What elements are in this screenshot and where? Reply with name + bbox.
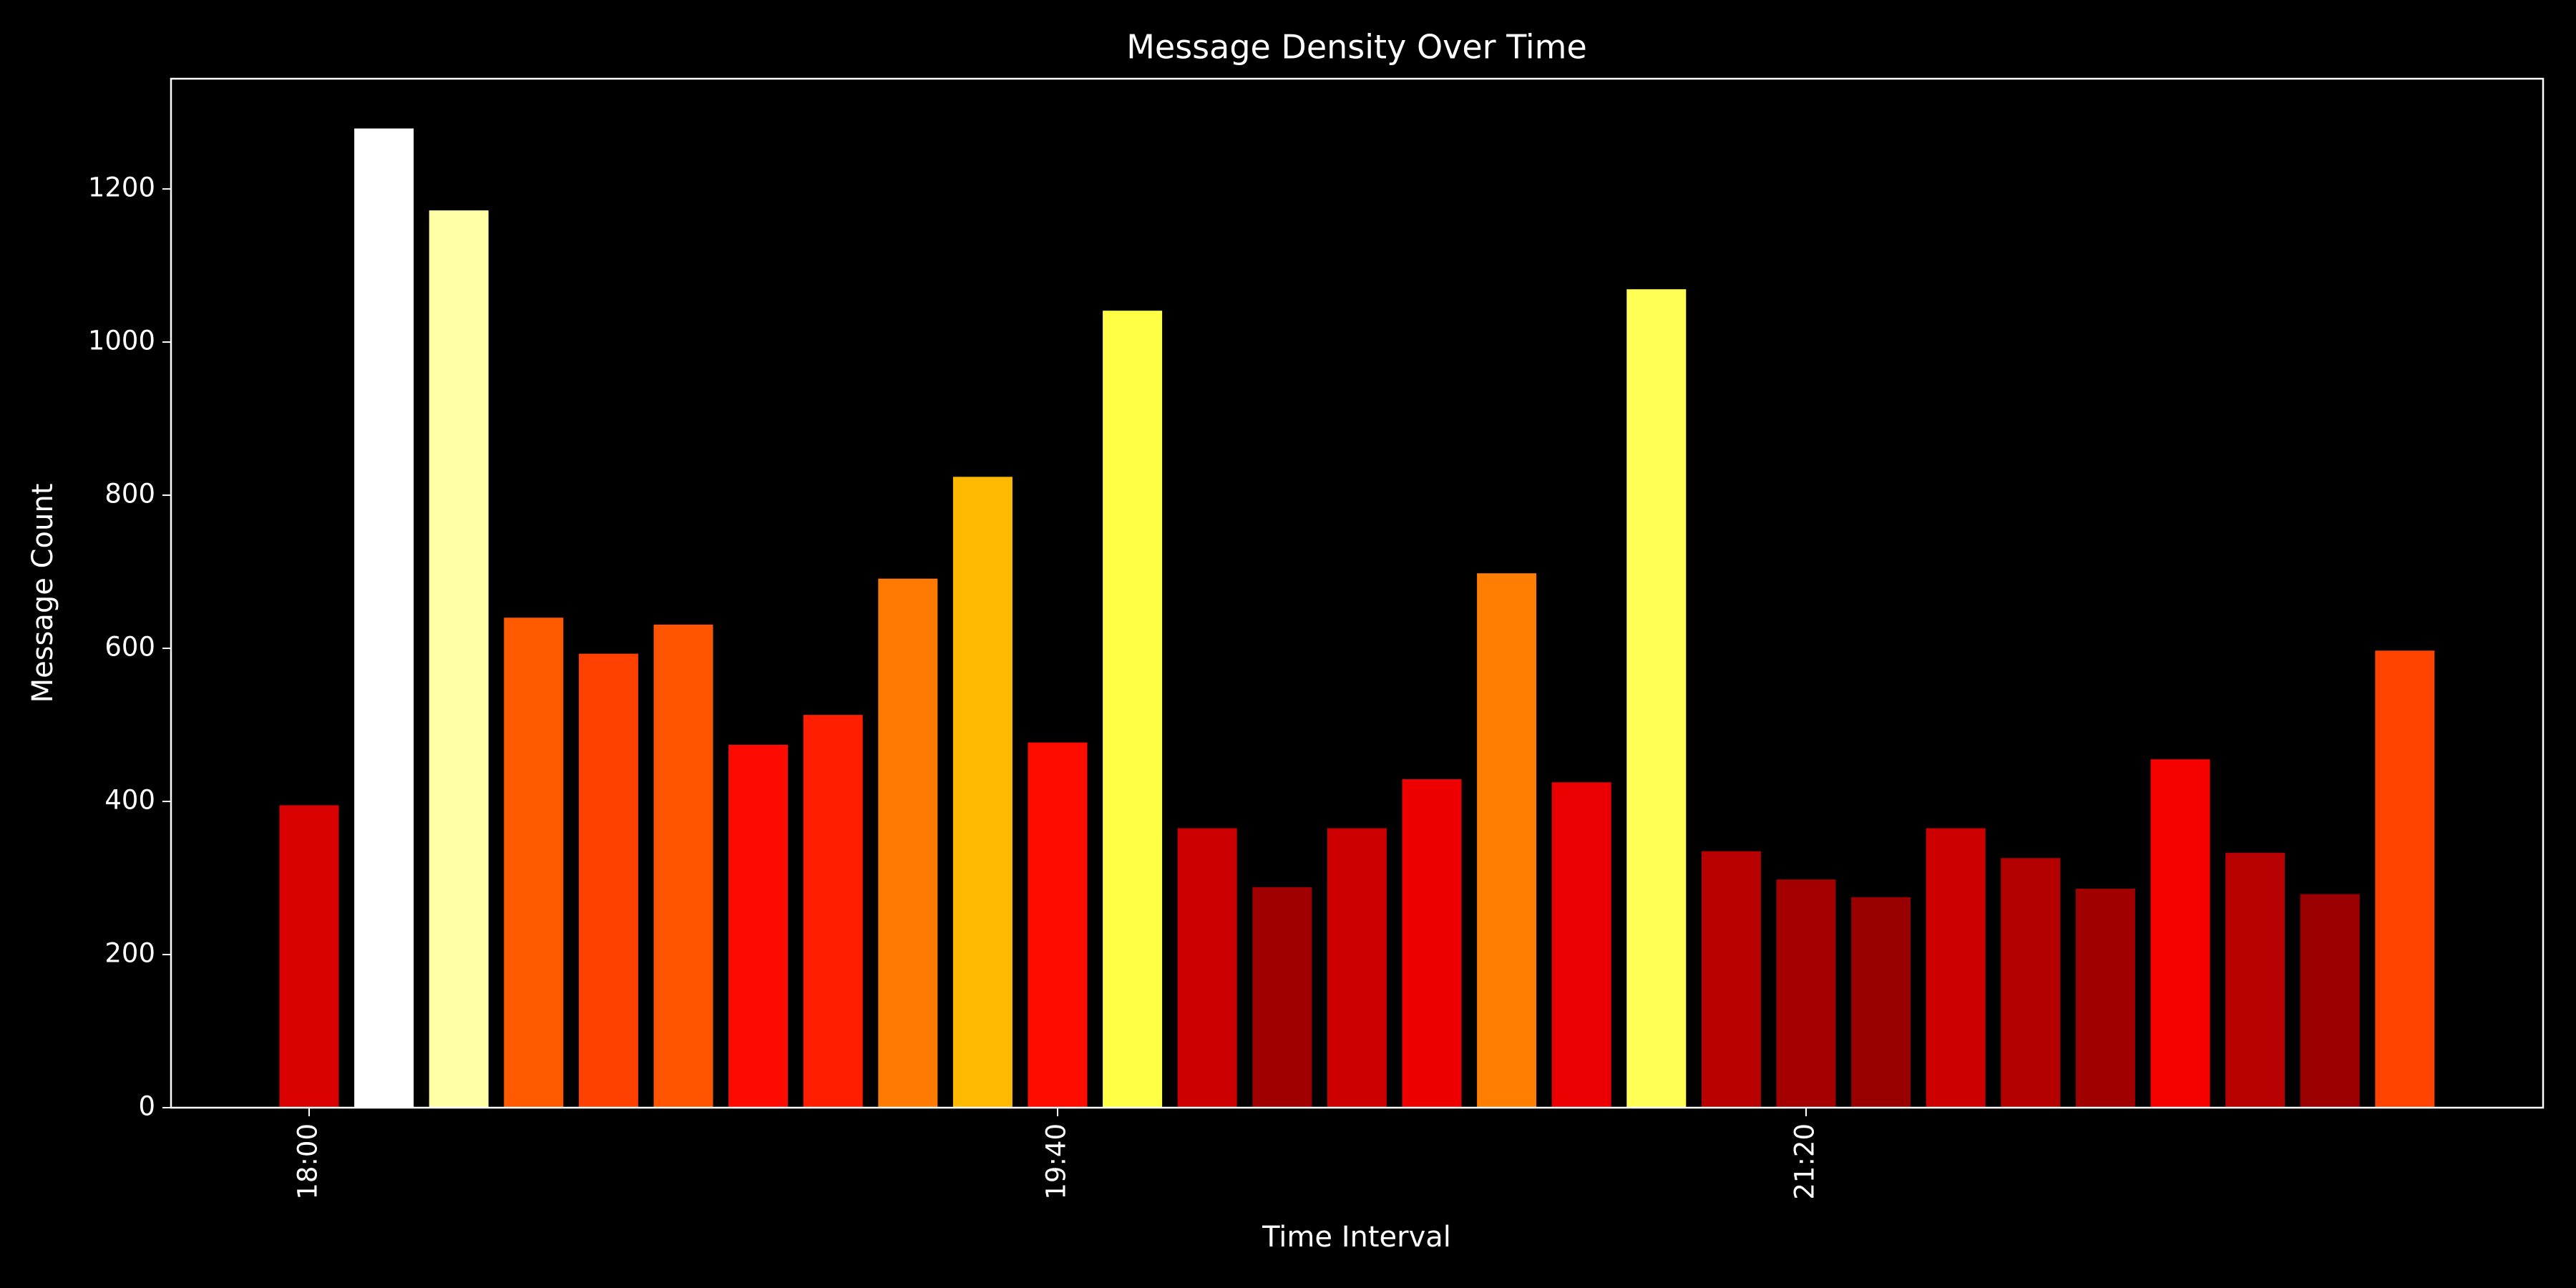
y-tick-label: 400: [104, 785, 155, 816]
bar: [2300, 894, 2360, 1108]
bar: [1252, 887, 1312, 1108]
chart-title: Message Density Over Time: [1126, 28, 1587, 67]
bar: [2375, 650, 2435, 1108]
bar: [429, 210, 489, 1108]
bar: [1626, 289, 1687, 1108]
bar: [1701, 851, 1761, 1108]
y-tick-label: 1200: [88, 172, 155, 203]
y-tick-label: 0: [138, 1091, 155, 1122]
bar: [2075, 888, 2135, 1108]
bar: [1028, 742, 1088, 1108]
bar: [1177, 828, 1237, 1108]
bar: [578, 653, 638, 1108]
bar: [952, 477, 1013, 1108]
bar: [878, 578, 938, 1108]
x-tick-label: 18:00: [293, 1123, 323, 1200]
y-tick-label: 800: [104, 479, 155, 509]
bar: [1103, 311, 1163, 1108]
x-tick-label: 21:20: [1790, 1123, 1820, 1200]
bar: [2001, 858, 2061, 1108]
bar: [1551, 782, 1611, 1108]
bar: [279, 805, 339, 1108]
y-tick-label: 1000: [88, 326, 155, 356]
y-axis-label: Message Count: [26, 484, 59, 703]
bar: [504, 618, 564, 1108]
bar: [1851, 897, 1911, 1108]
y-tick-label: 600: [104, 632, 155, 663]
bar: [2150, 759, 2210, 1108]
plot-frame: [170, 77, 2545, 1109]
bar: [1477, 573, 1537, 1108]
x-tick-label: 19:40: [1041, 1123, 1072, 1200]
bar: [728, 744, 789, 1108]
x-axis-label: Time Interval: [1262, 1221, 1451, 1254]
bar: [1776, 879, 1836, 1108]
bar: [2225, 852, 2285, 1108]
bar: [653, 624, 713, 1108]
bar: [1402, 779, 1462, 1108]
bar: [1926, 828, 1986, 1108]
bar: [1327, 828, 1387, 1108]
bar: [354, 128, 414, 1108]
y-tick-label: 200: [104, 938, 155, 969]
bar: [803, 715, 863, 1108]
